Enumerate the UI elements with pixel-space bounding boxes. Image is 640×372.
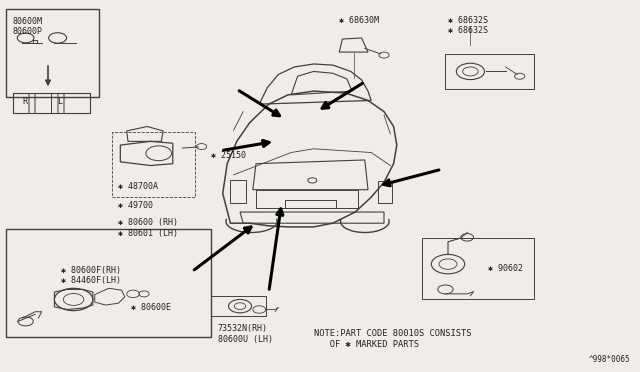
Text: L: L [58, 97, 63, 106]
Text: NOTE:PART CODE 80010S CONSISTS
   OF ✱ MARKED PARTS: NOTE:PART CODE 80010S CONSISTS OF ✱ MARK… [314, 329, 471, 349]
Text: ^998*0065: ^998*0065 [589, 355, 630, 364]
Text: ✱ 90602: ✱ 90602 [488, 264, 523, 273]
Text: ✱ 68630M: ✱ 68630M [339, 16, 380, 25]
Text: R: R [22, 97, 28, 106]
Text: 73532N(RH)
80600U (LH): 73532N(RH) 80600U (LH) [218, 324, 273, 344]
Text: ✱ 68632S
✱ 68632S: ✱ 68632S ✱ 68632S [448, 16, 488, 35]
Bar [445, 54, 534, 89]
Text: ✱ 48700A: ✱ 48700A [118, 182, 159, 191]
Text: ✱ 80600F(RH): ✱ 80600F(RH) [61, 266, 121, 275]
Text: ✱ 84460F(LH): ✱ 84460F(LH) [61, 276, 121, 285]
Bar [112, 132, 195, 197]
Bar [6, 229, 211, 337]
Text: ✱ 80601 (LH): ✱ 80601 (LH) [118, 229, 179, 238]
Bar [6, 9, 99, 97]
Bar [230, 180, 246, 203]
Bar [378, 181, 392, 203]
Bar [422, 238, 534, 299]
Bar [13, 93, 90, 113]
Text: 80600M
80600P: 80600M 80600P [13, 17, 43, 36]
Bar [285, 200, 336, 208]
Text: ✱ 49700: ✱ 49700 [118, 201, 154, 210]
Bar [211, 296, 266, 316]
Text: ✱ 25150: ✱ 25150 [211, 151, 246, 160]
Text: ✱ 80600E: ✱ 80600E [131, 303, 172, 312]
Text: ✱ 80600 (RH): ✱ 80600 (RH) [118, 218, 179, 227]
